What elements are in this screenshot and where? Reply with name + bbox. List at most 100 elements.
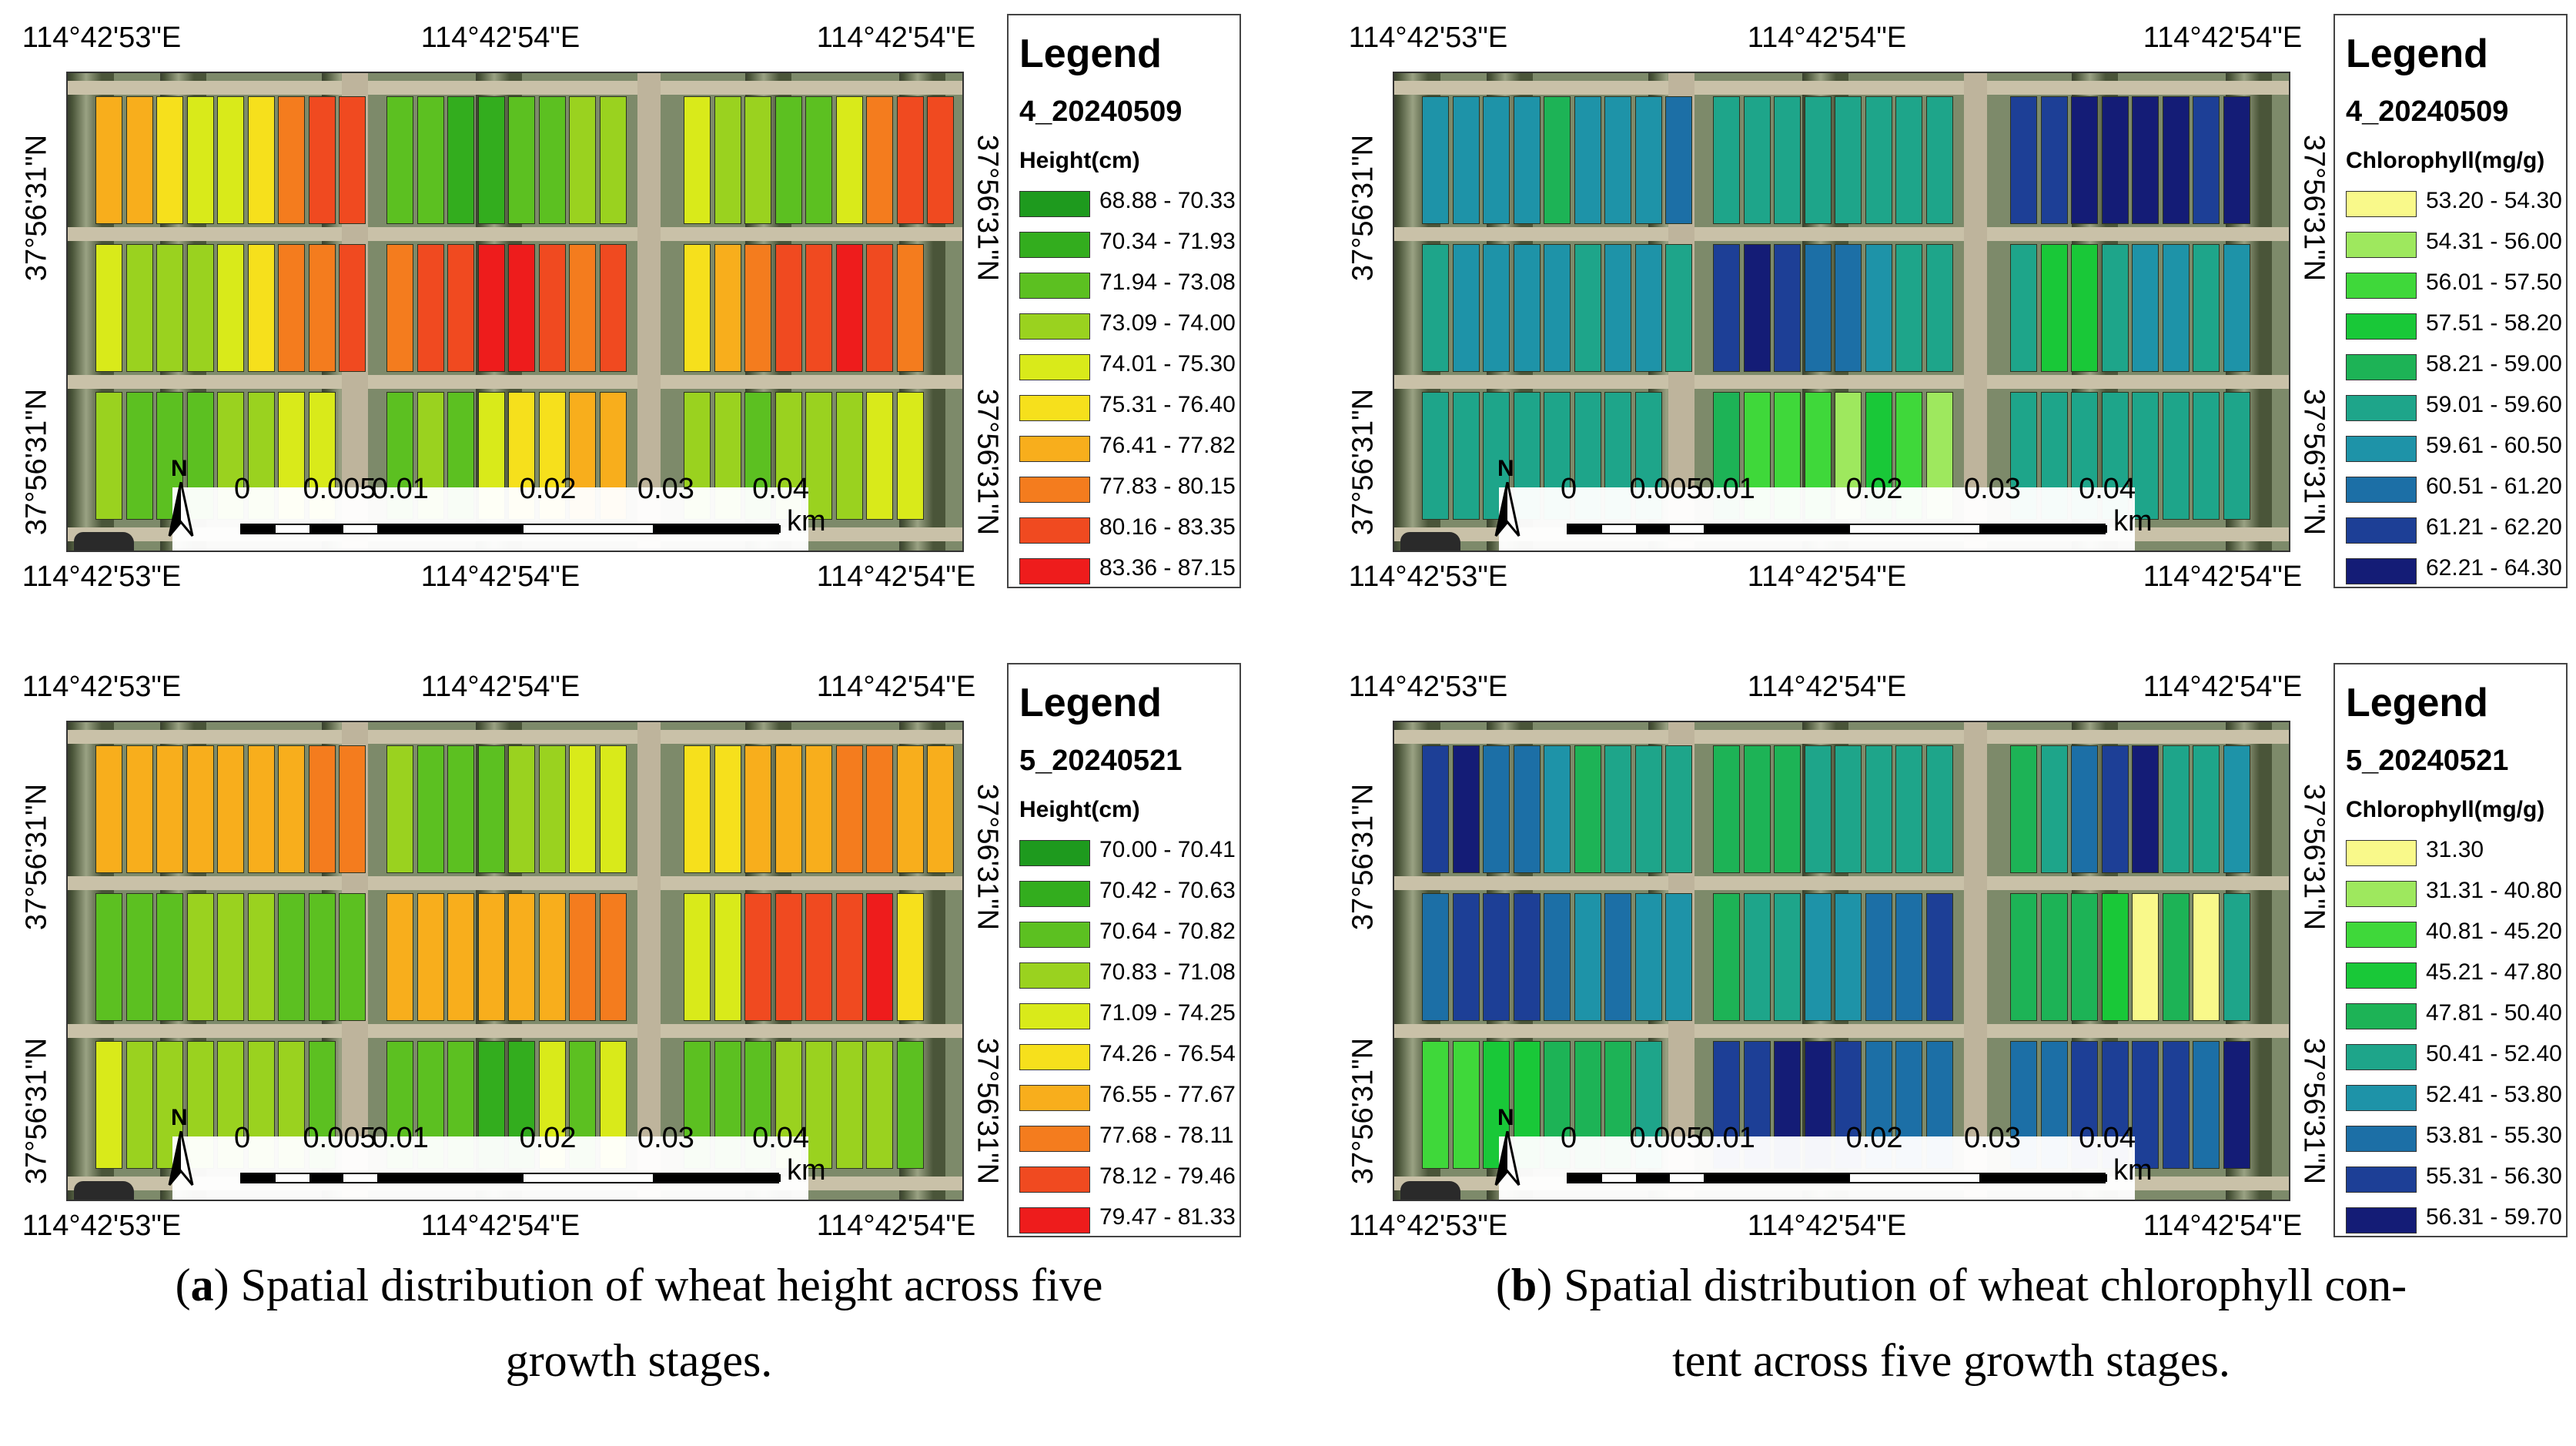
plot-strip bbox=[1544, 244, 1571, 372]
scale-tick-label: 0.005 bbox=[303, 473, 376, 505]
legend-entry: 58.21 - 59.00 bbox=[2346, 350, 2562, 383]
field-road bbox=[1394, 1024, 2289, 1038]
plot-strip bbox=[125, 745, 153, 873]
plot-strip bbox=[538, 745, 566, 873]
legend-label: 56.01 - 57.50 bbox=[2426, 269, 2562, 295]
panel-height-stage5: 114°42'53"E 114°42'53"E 114°42'54"E 114°42'… bbox=[0, 649, 1278, 1242]
legend-swatch bbox=[2346, 1207, 2417, 1233]
plot-strip bbox=[386, 893, 413, 1021]
legend-entry: 31.31 - 40.80 bbox=[2346, 876, 2562, 910]
legend-label: 47.81 - 50.40 bbox=[2426, 1000, 2562, 1026]
field-road bbox=[68, 876, 962, 890]
plot-strip bbox=[95, 745, 122, 873]
plot-strip bbox=[417, 96, 444, 224]
legend-swatch bbox=[1019, 477, 1090, 503]
plot-strip bbox=[2040, 96, 2068, 224]
plot-strip bbox=[835, 893, 863, 1021]
plot-strip bbox=[2193, 745, 2220, 873]
plot-strip bbox=[1835, 244, 1862, 372]
plot-strip bbox=[1634, 745, 1662, 873]
legend-entry: 80.16 - 83.35 bbox=[1019, 513, 1236, 547]
scale-tick-label: 0.03 bbox=[1963, 1122, 2021, 1154]
plot-strip bbox=[1743, 745, 1771, 873]
plot-strip bbox=[2010, 96, 2037, 224]
legend-entry: 52.41 - 53.80 bbox=[2346, 1080, 2562, 1114]
plot-strip bbox=[156, 244, 183, 372]
plot-strip bbox=[417, 745, 444, 873]
legend-swatch bbox=[2346, 354, 2417, 380]
plot-strip bbox=[774, 745, 802, 873]
plot-strip bbox=[308, 244, 336, 372]
coord-top-label: 114°42'53"E bbox=[1348, 22, 1508, 54]
plot-strip bbox=[2132, 392, 2159, 520]
panel-chlorophyll-stage4: 114°42'53"E 114°42'53"E 114°42'54"E 114°42'… bbox=[1326, 0, 2576, 593]
legend-entry: 83.36 - 87.15 bbox=[1019, 554, 1236, 587]
legend-swatch bbox=[1019, 1126, 1090, 1152]
plot-strip bbox=[95, 392, 122, 520]
legend-label: 78.12 - 79.46 bbox=[1099, 1163, 1236, 1189]
plot-strip bbox=[1665, 244, 1692, 372]
plot-strip bbox=[2101, 96, 2129, 224]
legend-label: 58.21 - 59.00 bbox=[2426, 351, 2562, 377]
scale-segment bbox=[242, 525, 276, 533]
plot-strip bbox=[805, 745, 832, 873]
plot-strip bbox=[217, 745, 244, 873]
plot-strip bbox=[247, 96, 275, 224]
legend-unit: Height(cm) bbox=[1019, 797, 1140, 822]
plot-strip bbox=[339, 244, 366, 372]
legend-label: 68.88 - 70.33 bbox=[1099, 188, 1236, 213]
legend-entry: 75.31 - 76.40 bbox=[1019, 390, 1236, 424]
legend-unit: Height(cm) bbox=[1019, 148, 1140, 173]
plot-strip bbox=[156, 893, 183, 1021]
scale-tick-label: 0.04 bbox=[2079, 473, 2136, 505]
plot-strip bbox=[95, 893, 122, 1021]
legend-label: 61.21 - 62.20 bbox=[2426, 514, 2562, 540]
plot-strip bbox=[744, 893, 771, 1021]
legend-label: 55.31 - 56.30 bbox=[2426, 1163, 2562, 1189]
legend-box: Legend 5_20240521 Height(cm) 70.00 - 70.41 7… bbox=[1007, 663, 1241, 1237]
coord-bottom-label: 114°42'53"E bbox=[22, 1210, 182, 1242]
legend-label: 62.21 - 64.30 bbox=[2426, 555, 2562, 581]
plot-strip bbox=[308, 745, 336, 873]
plot-strip bbox=[835, 1041, 863, 1169]
coord-bottom-label: 114°42'53"E bbox=[22, 561, 182, 593]
legend-swatch bbox=[1019, 840, 1090, 866]
caption-b-line1: ) Spatial distribution of wheat chloroph… bbox=[1537, 1260, 2407, 1310]
scale-segment bbox=[377, 1174, 524, 1182]
plot-strip bbox=[1743, 893, 1771, 1021]
plot-strip bbox=[308, 893, 336, 1021]
coord-bottom-label: 114°42'54"E bbox=[1747, 1210, 1907, 1242]
plot-strip bbox=[1895, 244, 1922, 372]
plot-strip bbox=[896, 244, 924, 372]
legend-swatch bbox=[2346, 273, 2417, 299]
north-label: N bbox=[171, 1105, 188, 1130]
plot-strip bbox=[896, 893, 924, 1021]
legend-label: 76.55 - 77.67 bbox=[1099, 1082, 1236, 1107]
caption-a-line1: ) Spatial distribution of wheat height a… bbox=[213, 1260, 1103, 1310]
plot-strip bbox=[599, 893, 627, 1021]
legend-box: Legend 4_20240509 Height(cm) 68.88 - 70.33 7… bbox=[1007, 14, 1241, 588]
legend-entry: 70.42 - 70.63 bbox=[1019, 876, 1236, 910]
field-road bbox=[1394, 375, 2289, 389]
north-arrow-icon bbox=[168, 482, 194, 537]
field-alley bbox=[637, 722, 661, 1200]
plot-strip bbox=[1774, 244, 1801, 372]
legend-entry: 57.51 - 58.20 bbox=[2346, 309, 2562, 343]
plot-strip bbox=[2193, 392, 2220, 520]
field-road bbox=[68, 81, 962, 95]
scale-tick-label: 0.005 bbox=[1629, 473, 1703, 505]
scale-unit: km bbox=[787, 505, 826, 537]
coord-bottom-label: 114°42'54"E bbox=[420, 1210, 580, 1242]
scale-unit: km bbox=[2113, 1154, 2153, 1187]
plot-strip bbox=[1835, 893, 1862, 1021]
plot-strip bbox=[1634, 893, 1662, 1021]
plot-strip bbox=[2071, 745, 2098, 873]
field-alley bbox=[1964, 722, 1987, 1200]
coord-left-label: 37°56'31"N bbox=[20, 1037, 53, 1185]
plot-strip bbox=[186, 745, 214, 873]
coord-bottom-label: 114°42'54"E bbox=[816, 1210, 976, 1242]
legend-entry: 56.31 - 59.70 bbox=[2346, 1203, 2562, 1237]
legend-label: 83.36 - 87.15 bbox=[1099, 555, 1236, 581]
plot-strip bbox=[1422, 1041, 1449, 1169]
coord-right-label: 37°56'31"N bbox=[2297, 783, 2330, 931]
